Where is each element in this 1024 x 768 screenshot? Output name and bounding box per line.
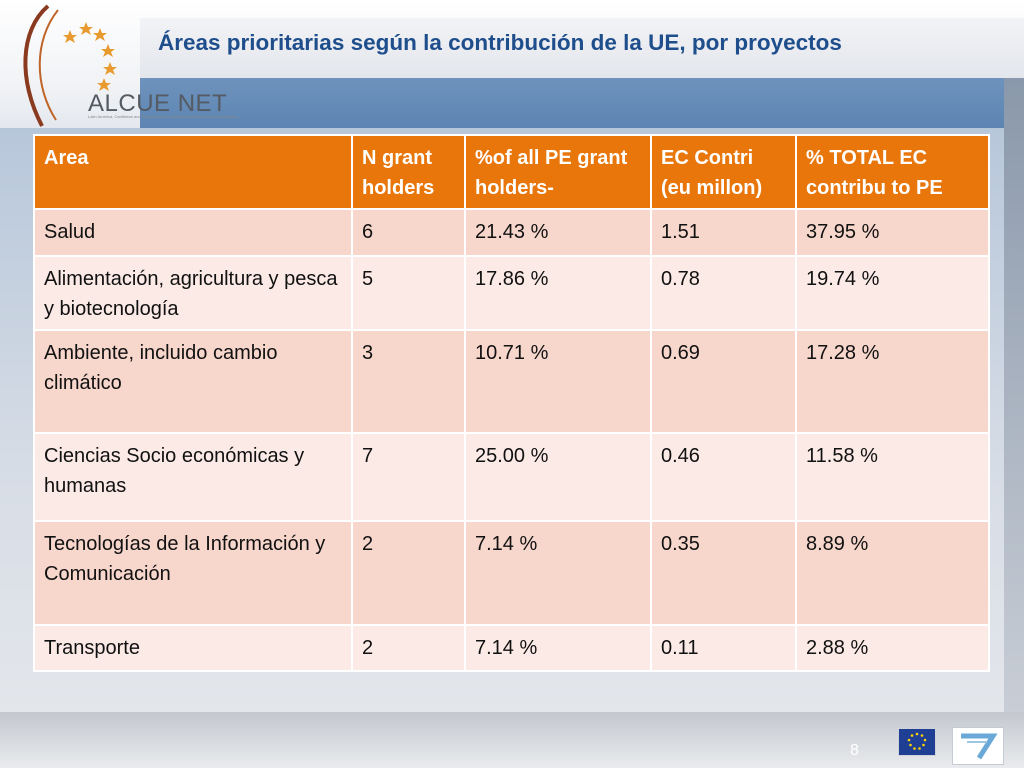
cell-percent-pe: 25.00 % — [464, 432, 652, 522]
cell-ec-contri: 1.51 — [650, 208, 797, 257]
cell-ec-contri: 0.69 — [650, 329, 797, 434]
eu-stars-icon — [907, 732, 927, 750]
header-ec-contri: EC Contri (eu millon) — [650, 134, 797, 210]
cell-total-ec: 8.89 % — [795, 520, 990, 626]
header-percent-pe-grant-holders: %of all PE grant holders- — [464, 134, 652, 210]
table-row: Transporte 2 7.14 % 0.11 2.88 % — [33, 624, 990, 672]
cell-n-grant-holders: 2 — [351, 520, 466, 626]
cell-area: Ciencias Socio económicas y humanas — [33, 432, 353, 522]
european-commission-logo-icon — [898, 728, 936, 756]
footer-band — [0, 712, 1024, 768]
cell-n-grant-holders: 2 — [351, 624, 466, 672]
logo-swoosh-icon — [23, 4, 117, 127]
cell-n-grant-holders: 5 — [351, 255, 466, 331]
right-edge-band — [1004, 78, 1024, 718]
table-row: Alimentación, agricultura y pesca y biot… — [33, 255, 990, 331]
cell-ec-contri: 0.78 — [650, 255, 797, 331]
header-total-ec-contribu: % TOTAL EC contribu to PE — [795, 134, 990, 210]
alcue-net-logo — [0, 0, 140, 128]
page-number: 8 — [850, 742, 859, 759]
world-map-band — [0, 78, 1004, 128]
table-row: Salud 6 21.43 % 1.51 37.95 % — [33, 208, 990, 257]
table-header-row: Area N grant holders %of all PE grant ho… — [33, 134, 990, 210]
title-bar — [140, 18, 1024, 78]
priority-areas-table: Area N grant holders %of all PE grant ho… — [33, 134, 990, 672]
cell-total-ec: 37.95 % — [795, 208, 990, 257]
cell-area: Salud — [33, 208, 353, 257]
cell-n-grant-holders: 7 — [351, 432, 466, 522]
cell-area: Ambiente, incluido cambio climático — [33, 329, 353, 434]
table-row: Ciencias Socio económicas y humanas 7 25… — [33, 432, 990, 522]
cell-percent-pe: 17.86 % — [464, 255, 652, 331]
cell-percent-pe: 10.71 % — [464, 329, 652, 434]
cell-area: Alimentación, agricultura y pesca y biot… — [33, 255, 353, 331]
cell-area: Transporte — [33, 624, 353, 672]
cell-area: Tecnologías de la Información y Comunica… — [33, 520, 353, 626]
cell-n-grant-holders: 6 — [351, 208, 466, 257]
logo-name: ALCUE NET — [88, 90, 228, 117]
cell-ec-contri: 0.11 — [650, 624, 797, 672]
cell-percent-pe: 7.14 % — [464, 624, 652, 672]
cell-n-grant-holders: 3 — [351, 329, 466, 434]
slide-title: Áreas prioritarias según la contribución… — [158, 30, 842, 55]
cell-percent-pe: 7.14 % — [464, 520, 652, 626]
cell-ec-contri: 0.35 — [650, 520, 797, 626]
fp7-seven-icon — [961, 733, 998, 760]
cell-total-ec: 19.74 % — [795, 255, 990, 331]
cell-percent-pe: 21.43 % — [464, 208, 652, 257]
cell-total-ec: 2.88 % — [795, 624, 990, 672]
table-row: Ambiente, incluido cambio climático 3 10… — [33, 329, 990, 434]
fp7-logo-icon — [952, 727, 1004, 765]
cell-ec-contri: 0.46 — [650, 432, 797, 522]
cell-total-ec: 17.28 % — [795, 329, 990, 434]
header-area: Area — [33, 134, 353, 210]
table-row: Tecnologías de la Información y Comunica… — [33, 520, 990, 626]
header-n-grant-holders: N grant holders — [351, 134, 466, 210]
logo-tagline: Latin America, Caribbean and European Un… — [88, 114, 238, 119]
cell-total-ec: 11.58 % — [795, 432, 990, 522]
